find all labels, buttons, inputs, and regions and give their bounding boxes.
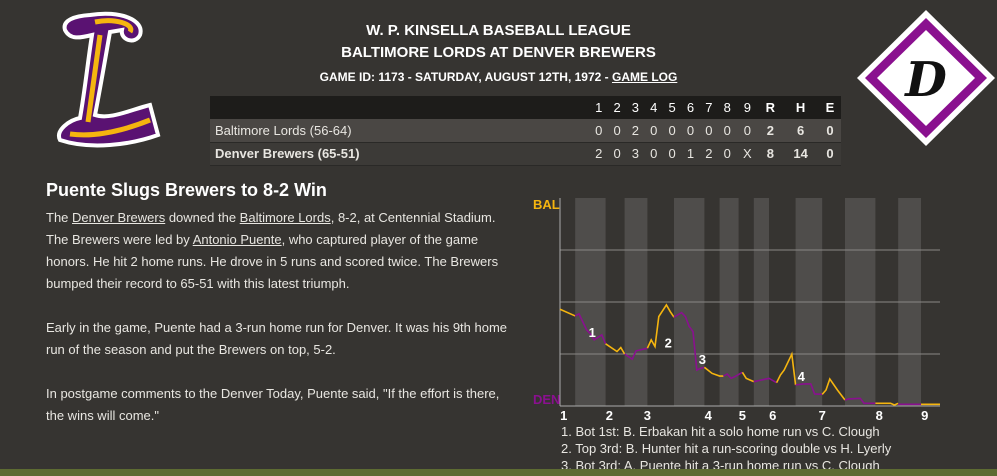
text: The [46, 210, 73, 225]
score-cell: 14 [782, 142, 819, 166]
wp-line-bal [821, 377, 846, 401]
antonio-puente-link[interactable]: Antonio Puente [192, 232, 282, 247]
wp-line-den [795, 383, 823, 396]
baltimore-lords-link[interactable]: Baltimore Lords [239, 210, 331, 225]
score-cell: 0 [662, 119, 682, 143]
linescore-header: 9 [736, 96, 759, 119]
score-cell: 0 [818, 119, 841, 143]
score-cell: 6 [782, 119, 819, 143]
score-cell: 0 [699, 119, 719, 143]
team-name: Denver Brewers (65-51) [210, 142, 590, 166]
text: downed the [165, 210, 240, 225]
game-story: Puente Slugs Brewers to 8-2 Win The Denv… [46, 180, 516, 449]
story-paragraph-2: Early in the game, Puente had a 3-run ho… [46, 320, 508, 357]
svg-text:D: D [903, 52, 947, 108]
baltimore-lords-logo [57, 11, 161, 148]
linescore-header: 1 [589, 96, 608, 119]
score-cell: 2 [758, 119, 783, 143]
inning-tick-label: 3 [644, 408, 651, 423]
score-cell: 0 [681, 119, 700, 143]
wp-line-bal [605, 343, 626, 355]
inning-tick-label: 4 [705, 408, 713, 423]
inning-tick-label: 5 [739, 408, 746, 423]
chart-note: 1. Bot 1st: B. Erbakan hit a solo home r… [561, 424, 880, 439]
inning-tick-label: 8 [876, 408, 883, 423]
denver-brewers-link[interactable]: Denver Brewers [72, 210, 166, 225]
score-cell: 0 [607, 142, 627, 166]
wp-line-bal [559, 308, 576, 317]
score-cell: X [736, 142, 759, 166]
score-cell: 0 [644, 119, 663, 143]
score-cell: 0 [736, 119, 759, 143]
score-cell: 2 [626, 119, 645, 143]
event-marker: 4 [798, 369, 806, 384]
text: , who captured player of the game honors… [46, 232, 499, 291]
linescore-header: E [818, 96, 841, 119]
wp-line-bal [775, 351, 797, 386]
wp-line-bal [741, 371, 755, 383]
inning-tick-label: 1 [560, 408, 567, 423]
linescore-row: Baltimore Lords (56-64) 0 0 2 0 0 0 0 0 0 2 6 0 [210, 119, 841, 143]
league-title: W. P. KINSELLA BASEBALL LEAGUE [366, 22, 631, 39]
wp-line-bal [875, 402, 899, 406]
linescore-header [210, 96, 590, 119]
score-cell: 2 [699, 142, 719, 166]
story-paragraph-1: The Denver Brewers downed the Baltimore … [46, 207, 516, 295]
top-team-label: BAL [533, 197, 560, 212]
wp-line-den [723, 371, 743, 380]
wp-line-den [673, 311, 705, 372]
wp-line-den [574, 312, 607, 345]
inning-tick-label: 9 [921, 408, 928, 423]
inning-tick-label: 7 [819, 408, 826, 423]
story-paragraph-3: In postgame comments to the Denver Today… [46, 386, 500, 423]
score-cell: 0 [818, 142, 841, 166]
linescore-header: R [758, 96, 783, 119]
event-marker: 3 [699, 352, 706, 367]
game-log-link[interactable]: GAME LOG [611, 70, 678, 84]
score-cell: 0 [718, 142, 737, 166]
game-id-date: GAME ID: 1173 - SATURDAY, AUGUST 12TH, 1… [319, 70, 612, 84]
linescore-header: 2 [607, 96, 627, 119]
text: , 8-2, at Centennial Stadium. The Brewer… [46, 210, 496, 247]
wp-line-den [753, 377, 777, 384]
chart-notes: 1. Bot 1st: B. Erbakan hit a solo home r… [561, 423, 891, 474]
wp-line-bal [646, 303, 675, 349]
story-headline: Puente Slugs Brewers to 8-2 Win [46, 180, 327, 200]
game-info: GAME ID: 1173 - SATURDAY, AUGUST 12TH, 1… [0, 70, 997, 84]
team-name: Baltimore Lords (56-64) [210, 119, 590, 143]
wp-line-den [844, 397, 876, 405]
linescore-header: 8 [718, 96, 737, 119]
score-cell: 0 [607, 119, 627, 143]
score-cell: 1 [681, 142, 700, 166]
matchup-title: BALTIMORE LORDS AT DENVER BREWERS [341, 44, 656, 61]
linescore-header: 3 [626, 96, 645, 119]
score-cell: 0 [644, 142, 663, 166]
score-cell: 8 [758, 142, 783, 166]
chart-note: 2. Top 3rd: B. Hunter hit a run-scoring … [561, 441, 892, 456]
linescore-header: 6 [681, 96, 700, 119]
event-marker: 1 [589, 325, 596, 340]
inning-tick-label: 2 [606, 408, 613, 423]
score-cell: 2 [589, 142, 608, 166]
score-cell: 3 [626, 142, 645, 166]
score-cell: 0 [718, 119, 737, 143]
linescore-row: Denver Brewers (65-51) 2 0 3 0 0 1 2 0 X 8 14 0 [210, 142, 841, 166]
score-cell: 0 [662, 142, 682, 166]
linescore-header: H [782, 96, 819, 119]
linescore-header: 5 [662, 96, 682, 119]
linescore-header: 4 [644, 96, 663, 119]
inning-tick-label: 6 [769, 408, 776, 423]
wp-line-den [624, 347, 648, 361]
grass-strip [0, 469, 997, 476]
wp-line-bal [703, 366, 724, 377]
denver-brewers-logo: D [857, 10, 995, 146]
score-cell: 0 [589, 119, 608, 143]
linescore-header: 7 [699, 96, 719, 119]
bottom-team-label: DEN [533, 392, 560, 407]
event-marker: 2 [665, 336, 672, 351]
